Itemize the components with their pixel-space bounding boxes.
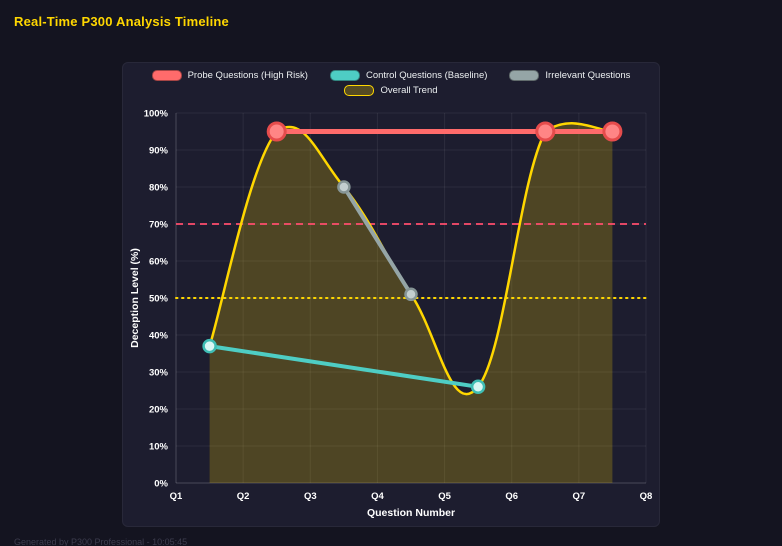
trend-area-fill	[209, 123, 613, 484]
x-tick-label: Q8	[640, 491, 653, 502]
legend-row-1: Probe Questions (High Risk) Control Quest…	[151, 70, 630, 81]
y-tick-label: 60%	[149, 257, 169, 268]
data-point-control-x1.5[interactable]	[202, 338, 217, 354]
y-tick-label: 100%	[144, 109, 169, 120]
irrelevant-line	[341, 185, 413, 297]
legend-swatch-control	[329, 70, 360, 81]
data-point-control-x5.5[interactable]	[470, 379, 486, 395]
legend-swatch-probe	[151, 70, 182, 81]
x-tick-label: Q7	[573, 491, 586, 502]
p300-timeline-chart: Q1 Q2 Q3 Q4 Q5 Q6 Q7 Q8 0% 10% 20% 30% 40% 50% 60% 70% 8…	[129, 109, 653, 520]
legend-item-trend[interactable]: Overall Trend	[344, 85, 438, 96]
legend-label-probe: Probe Questions (High Risk)	[187, 70, 308, 81]
legend-swatch-irrelevant	[509, 70, 540, 81]
data-point-probe-x6.5[interactable]	[535, 121, 556, 142]
y-tick-label: 70%	[149, 220, 169, 231]
legend-label-trend: Overall Trend	[380, 85, 438, 96]
legend-label-control: Control Questions (Baseline)	[365, 70, 488, 81]
chart-area: Q1 Q2 Q3 Q4 Q5 Q6 Q7 Q8 0% 10% 20% 30% 40% 50% 60% 70% 8…	[123, 108, 661, 528]
legend-swatch-trend	[344, 85, 375, 96]
page-title: Real-Time P300 Analysis Timeline	[14, 14, 229, 29]
chart-legend: Probe Questions (High Risk) Control Quest…	[123, 70, 659, 96]
legend-label-irrelevant: Irrelevant Questions	[545, 70, 631, 81]
x-tick-label: Q5	[438, 491, 451, 502]
chart-panel: Probe Questions (High Risk) Control Quest…	[122, 62, 660, 527]
x-tick-label: Q3	[304, 491, 317, 502]
footer-note: Generated by P300 Professional - 10:05:4…	[14, 537, 188, 546]
y-tick-label: 20%	[149, 405, 169, 416]
y-tick-label: 30%	[149, 368, 169, 379]
control-line	[207, 344, 481, 389]
x-tick-label: Q6	[505, 491, 518, 502]
y-tick-label: 10%	[149, 442, 169, 453]
x-tick-label: Q2	[237, 491, 250, 502]
y-tick-label: 90%	[149, 146, 169, 157]
data-point-probe-x7.5[interactable]	[602, 121, 623, 142]
data-point-probe-x2.5[interactable]	[266, 121, 287, 142]
y-tick-label: 40%	[149, 331, 169, 342]
y-tick-label: 80%	[149, 183, 169, 194]
x-tick-label: Q4	[371, 491, 384, 502]
legend-item-irrelevant[interactable]: Irrelevant Questions	[509, 70, 630, 81]
legend-item-control[interactable]: Control Questions (Baseline)	[329, 70, 488, 81]
x-axis-title: Question Number	[367, 507, 455, 519]
legend-item-probe[interactable]: Probe Questions (High Risk)	[151, 70, 308, 81]
y-tick-label: 50%	[149, 294, 169, 305]
legend-row-2: Overall Trend	[344, 85, 438, 96]
y-axis-title: Deception Level (%)	[129, 248, 141, 348]
x-tick-label: Q1	[170, 491, 183, 502]
data-point-irrelevant-x3.5[interactable]	[337, 180, 351, 194]
data-point-irrelevant-x4.5[interactable]	[404, 287, 418, 302]
y-tick-label: 0%	[154, 479, 168, 490]
